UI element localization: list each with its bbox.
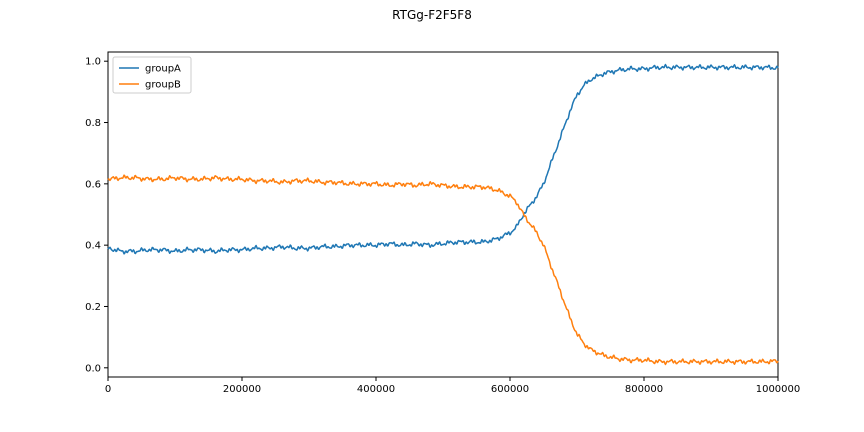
x-tick-label: 800000	[625, 384, 663, 395]
y-tick-label: 0.2	[85, 302, 101, 313]
series-layer	[107, 63, 779, 366]
y-axis: 0.0 0.2 0.4 0.6 0.8 1.0	[85, 57, 108, 374]
legend: groupA groupB	[112, 56, 192, 94]
x-axis: 0 200000 400000 600000 800000 1000000	[105, 377, 800, 395]
x-tick-label: 200000	[223, 384, 261, 395]
y-tick-label: 0.4	[85, 241, 101, 252]
y-tick-label: 0.8	[85, 118, 101, 129]
x-tick-label: 400000	[357, 384, 395, 395]
legend-label: groupA	[145, 64, 181, 75]
y-tick-label: 0.6	[85, 179, 101, 190]
plot-frame	[107, 51, 779, 378]
series-line-groupA	[107, 63, 779, 255]
legend-label: groupB	[145, 80, 181, 91]
chart-title: RTGg-F2F5F8	[392, 8, 472, 22]
y-tick-label: 0.0	[85, 363, 101, 374]
y-tick-label: 1.0	[85, 57, 101, 68]
x-tick-label: 1000000	[756, 384, 801, 395]
series-line-groupB	[107, 174, 779, 366]
x-tick-label: 0	[105, 384, 111, 395]
x-tick-label: 600000	[491, 384, 529, 395]
